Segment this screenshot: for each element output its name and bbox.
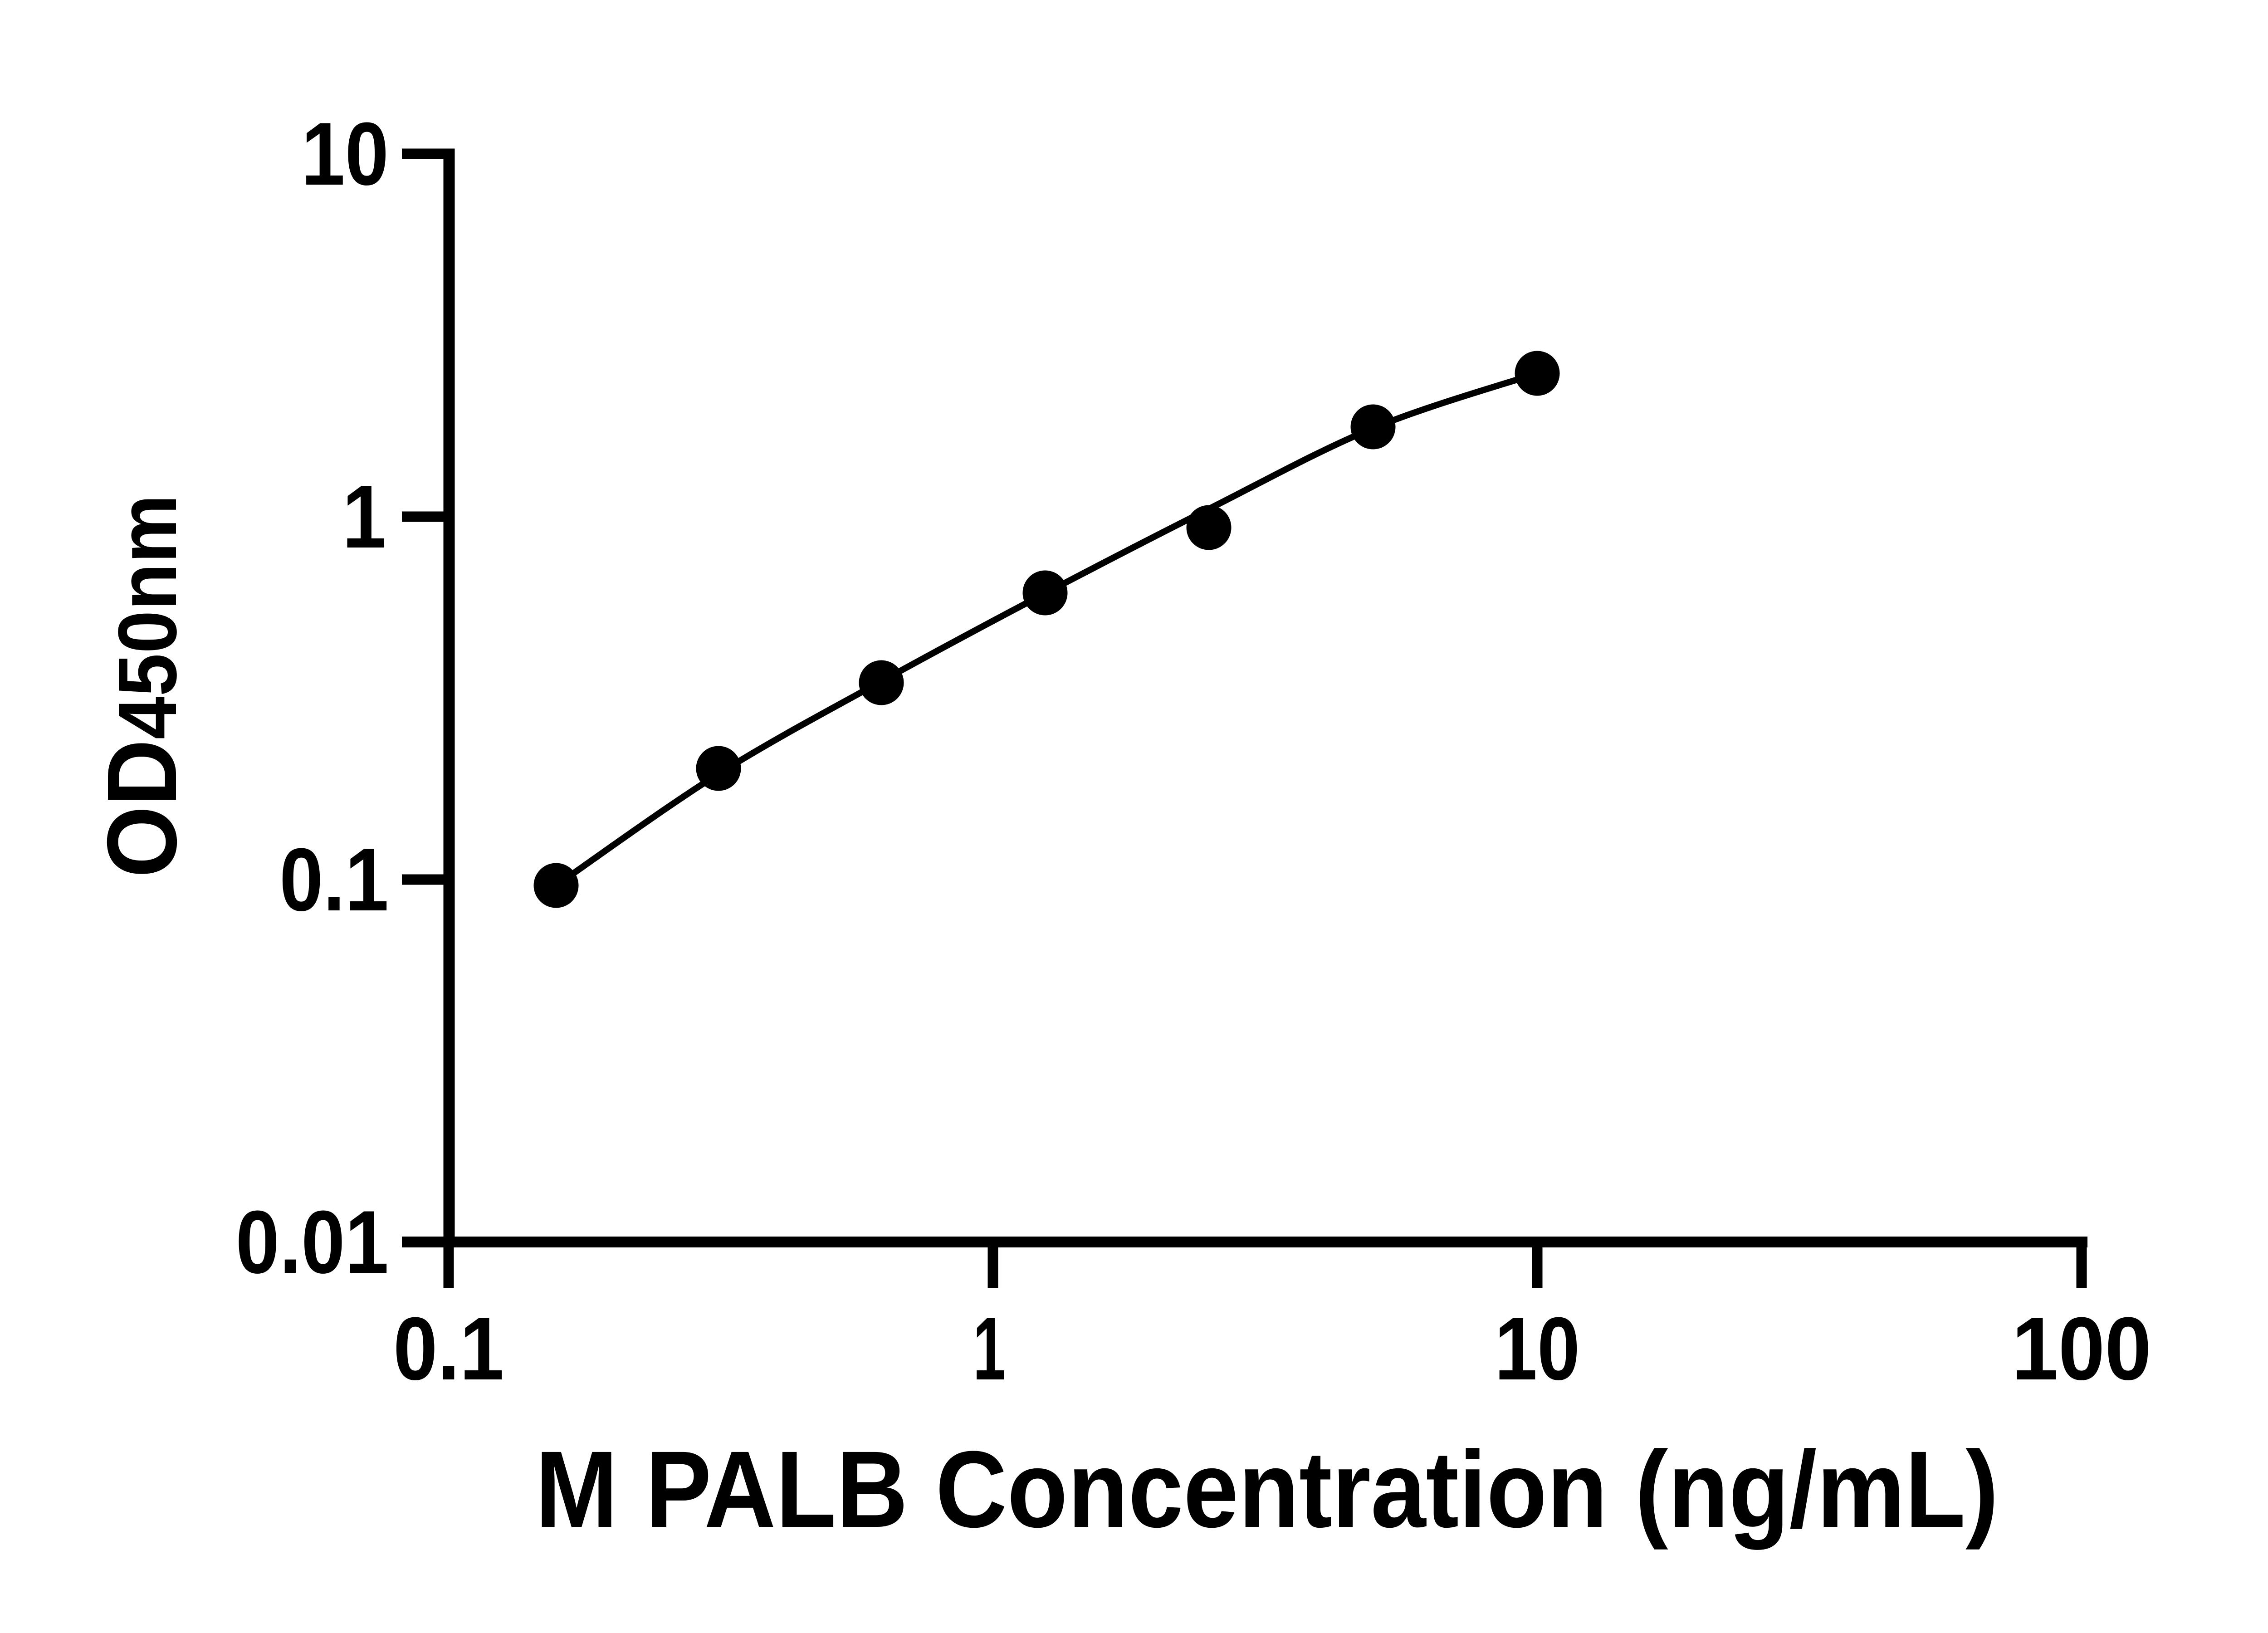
svg-text:10: 10 (301, 104, 389, 204)
svg-text:OD: OD (87, 739, 197, 878)
svg-text:M PALB Concentration (ng/mL): M PALB Concentration (ng/mL) (535, 1428, 1999, 1550)
svg-text:0.01: 0.01 (236, 1193, 389, 1292)
svg-text:10: 10 (1495, 1299, 1580, 1398)
svg-text:100: 100 (2012, 1299, 2151, 1398)
svg-text:0.1: 0.1 (279, 830, 389, 930)
svg-text:1: 1 (342, 467, 386, 567)
svg-text:1: 1 (973, 1299, 1006, 1398)
svg-text:0.1: 0.1 (393, 1299, 504, 1398)
svg-text:450nm: 450nm (101, 494, 194, 739)
